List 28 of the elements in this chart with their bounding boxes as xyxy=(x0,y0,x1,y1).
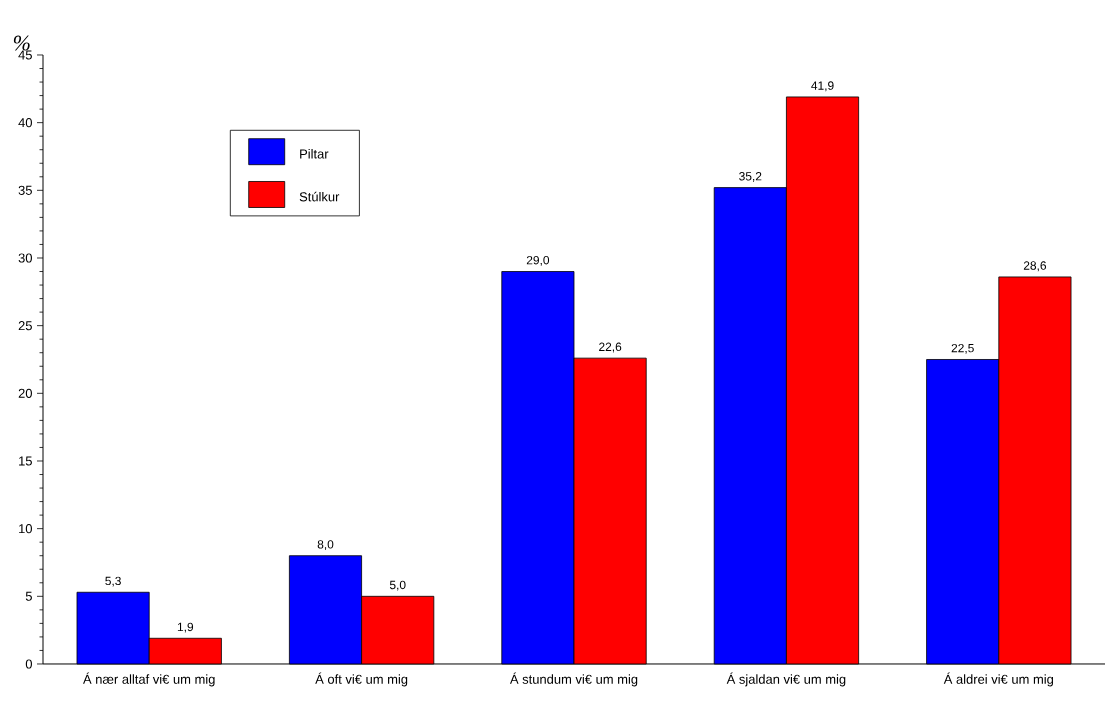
legend-label: Piltar xyxy=(300,149,329,159)
y-tick-label: 5 xyxy=(25,591,32,601)
legend-label: Stúlkur xyxy=(299,191,340,202)
data-label: 41,9 xyxy=(811,81,834,92)
data-label: 22,5 xyxy=(951,343,974,354)
data-label: 35,2 xyxy=(739,172,762,182)
data-label: 5,3 xyxy=(105,576,121,587)
x-tick-label: Á stundum vi€ um mig xyxy=(509,672,638,687)
y-axis-title: % xyxy=(13,35,30,51)
x-tick-label: Á nær alltaf vi€ um mig xyxy=(83,672,215,687)
data-label: 1,9 xyxy=(177,622,194,633)
data-label: 29,0 xyxy=(526,255,550,266)
y-tick-label: 35 xyxy=(18,185,32,195)
y-tick-label: 30 xyxy=(18,253,32,263)
x-tick-label: Á oft vi€ um mig xyxy=(315,672,408,687)
y-tick-label: 40 xyxy=(18,118,32,128)
data-label: 22,6 xyxy=(599,342,622,353)
y-tick-label: 20 xyxy=(18,388,32,398)
x-tick-label: Á aldrei vi€ um mig xyxy=(943,672,1054,687)
x-tick-label: Á sjaldan vi€ um mig xyxy=(726,672,846,687)
y-tick-label: 45 xyxy=(18,50,32,60)
data-label: 5,0 xyxy=(389,580,406,591)
data-label: 28,6 xyxy=(1023,261,1047,272)
y-tick-label: 25 xyxy=(18,321,32,331)
y-tick-label: 10 xyxy=(19,524,32,534)
data-label: 8,0 xyxy=(317,540,334,550)
y-tick-label: 15 xyxy=(19,456,32,466)
y-tick-label: 0 xyxy=(25,659,32,669)
